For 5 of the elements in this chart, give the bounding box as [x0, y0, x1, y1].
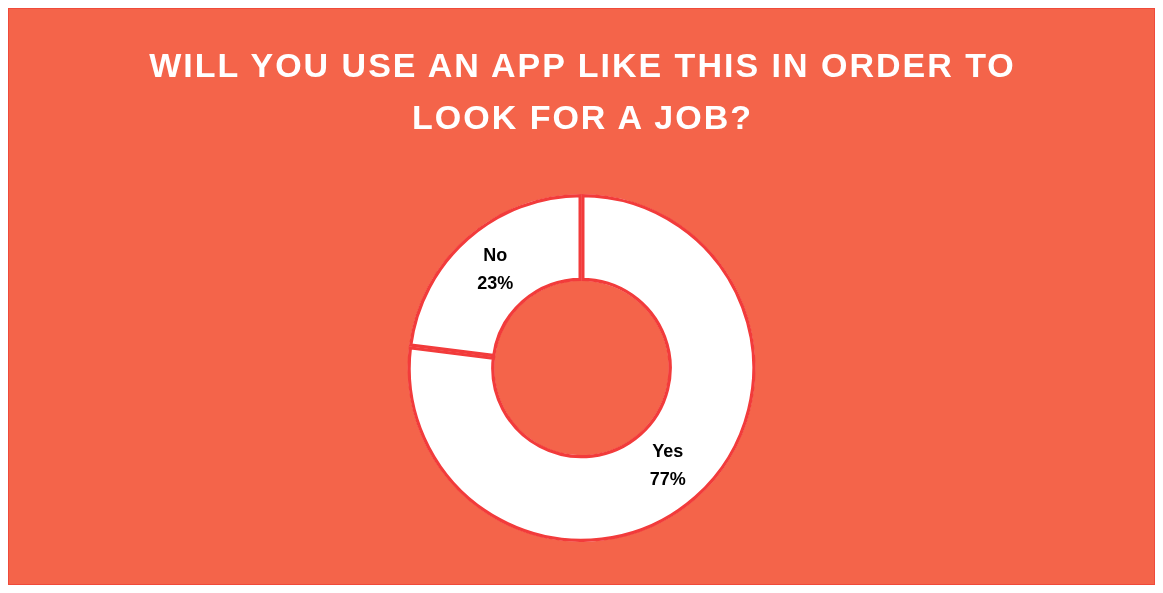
chart-title: WILL YOU USE AN APP LIKE THIS IN ORDER TO LOOK FOR A JOB?	[149, 45, 1016, 138]
data-label: 77%	[649, 468, 686, 489]
data-label: 23%	[477, 273, 514, 294]
slice-label: No	[483, 245, 508, 266]
slice-label: Yes	[652, 440, 684, 461]
